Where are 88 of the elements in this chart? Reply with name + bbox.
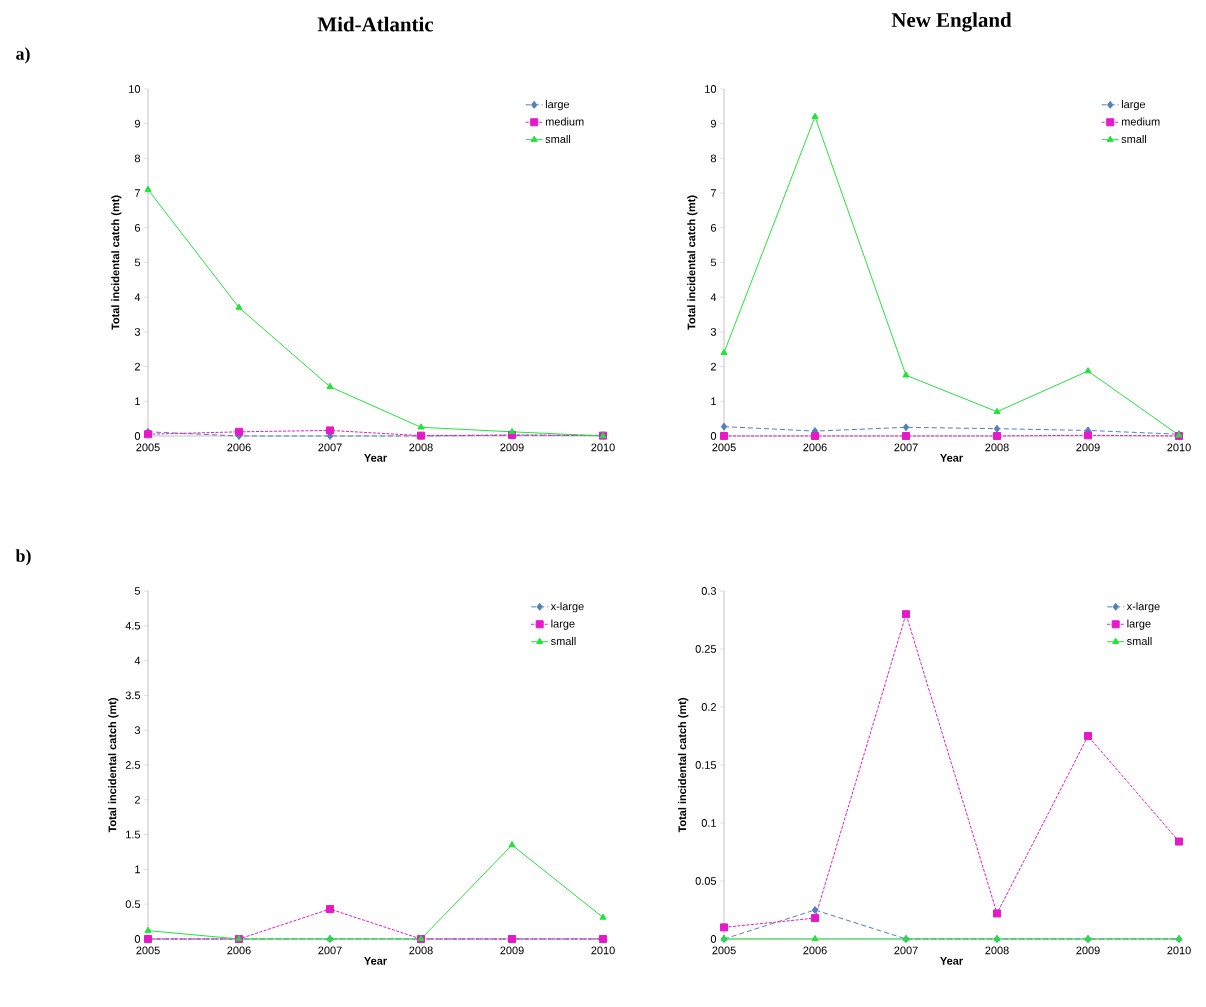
- x-tick-label: 2008: [985, 946, 1009, 955]
- y-tick-label: 0.1: [701, 819, 716, 827]
- x-axis-title: Year: [364, 957, 387, 965]
- y-tick-label: 0: [710, 432, 717, 440]
- y-tick-label: 5: [134, 587, 141, 595]
- x-tick-label: 2005: [136, 443, 160, 452]
- legend-label: large: [1127, 619, 1151, 630]
- y-axis-title: Total incidental catch (mt): [687, 195, 698, 330]
- legend-label: small: [1127, 636, 1152, 646]
- x-tick-label: 2009: [500, 946, 524, 955]
- y-tick-label: 1.5: [126, 830, 141, 839]
- legend-label: medium: [545, 117, 584, 126]
- y-tick-label: 0.15: [695, 761, 717, 769]
- x-tick-label: 2010: [1167, 443, 1191, 452]
- legend-label: large: [551, 619, 575, 630]
- y-tick-label: 5: [134, 258, 141, 267]
- y-tick-label: 7: [134, 189, 140, 197]
- y-tick-label: 5: [710, 258, 717, 267]
- y-tick-label: 4: [710, 293, 717, 301]
- x-tick-label: 2005: [136, 946, 160, 955]
- x-tick-label: 2009: [1076, 946, 1100, 955]
- y-tick-label: 2: [134, 362, 140, 371]
- x-tick-label: 2007: [318, 443, 342, 452]
- y-tick-label: 10: [705, 85, 717, 93]
- y-tick-label: 4: [134, 293, 141, 301]
- x-tick-label: 2009: [500, 443, 524, 452]
- y-tick-label: 0: [710, 935, 717, 943]
- y-tick-label: 3: [134, 726, 141, 735]
- y-tick-label: 2: [134, 795, 140, 804]
- x-tick-label: 2006: [803, 946, 827, 955]
- x-tick-label: 2006: [227, 946, 251, 955]
- x-tick-label: 2005: [712, 443, 736, 452]
- y-tick-label: 10: [129, 85, 141, 93]
- y-tick-label: 0.25: [695, 645, 717, 653]
- y-axis-title: Total incidental catch (mt): [111, 195, 122, 330]
- y-tick-label: 6: [134, 223, 141, 232]
- x-tick-label: 2006: [803, 443, 827, 452]
- legend-label: x-large: [1126, 602, 1160, 613]
- y-tick-label: 1: [135, 397, 140, 406]
- y-tick-label: 2: [710, 362, 716, 371]
- y-tick-label: 0.2: [701, 703, 716, 711]
- y-tick-label: 0.05: [695, 877, 717, 885]
- y-tick-label: 6: [710, 223, 717, 232]
- legend-label: large: [1121, 100, 1146, 111]
- y-tick-label: 1: [135, 865, 140, 874]
- chart-title: Mid-Atlantic: [317, 16, 434, 32]
- x-tick-label: 2010: [591, 946, 615, 955]
- legend-label: small: [550, 636, 576, 646]
- y-tick-label: 2.5: [125, 761, 141, 769]
- x-tick-label: 2007: [894, 443, 918, 452]
- y-tick-label: 0: [134, 432, 141, 440]
- chart-title: New England: [891, 12, 1012, 32]
- y-tick-label: 3: [134, 328, 141, 336]
- y-tick-label: 3.5: [125, 691, 141, 700]
- x-tick-label: 2007: [894, 946, 918, 955]
- x-tick-label: 2007: [318, 946, 342, 955]
- y-tick-label: 0.5: [125, 900, 141, 909]
- x-axis-title: Year: [940, 454, 963, 462]
- y-tick-label: 1: [711, 397, 716, 406]
- text: a): [16, 47, 30, 64]
- y-tick-label: 8: [710, 154, 717, 163]
- y-tick-label: 4.5: [125, 621, 141, 630]
- x-tick-label: 2010: [1167, 946, 1191, 955]
- legend-label: x-large: [550, 602, 584, 613]
- y-tick-label: 0: [134, 935, 141, 943]
- text: b): [15, 549, 31, 566]
- legend-label: small: [545, 134, 571, 143]
- x-axis-title: Year: [364, 454, 387, 462]
- x-tick-label: 2006: [227, 443, 251, 452]
- y-tick-label: 8: [134, 154, 141, 163]
- y-tick-label: 3: [710, 328, 717, 336]
- x-tick-label: 2008: [985, 443, 1009, 452]
- x-tick-label: 2009: [1076, 443, 1100, 452]
- y-tick-label: 4: [134, 656, 141, 665]
- x-tick-label: 2005: [712, 946, 736, 955]
- legend-label: large: [545, 100, 570, 111]
- legend-label: small: [1121, 134, 1147, 143]
- y-tick-label: 9: [134, 119, 140, 128]
- x-tick-label: 2008: [409, 946, 433, 955]
- legend-label: medium: [1121, 117, 1160, 126]
- y-tick-label: 9: [710, 119, 716, 128]
- y-axis-title: Total incidental catch (mt): [108, 698, 119, 833]
- x-axis-title: Year: [940, 957, 963, 965]
- x-tick-label: 2008: [409, 443, 433, 452]
- x-tick-label: 2010: [591, 443, 615, 452]
- y-tick-label: 0.3: [701, 587, 717, 595]
- y-axis-title: Total incidental catch (mt): [678, 698, 689, 833]
- y-tick-label: 7: [710, 189, 716, 197]
